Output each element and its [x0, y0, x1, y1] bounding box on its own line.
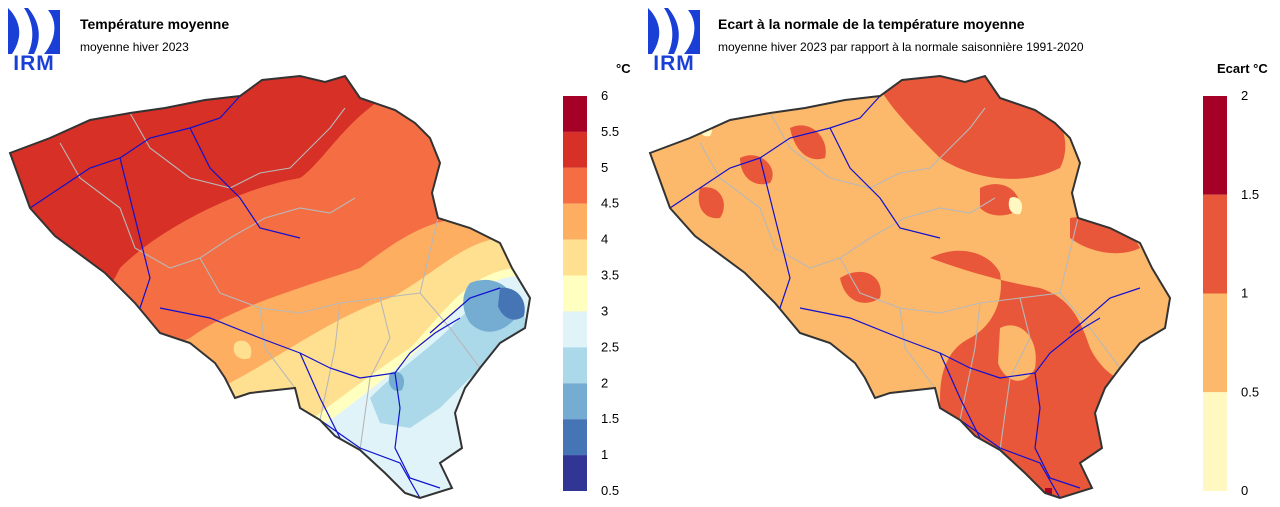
legend-bin — [563, 131, 587, 168]
legend-tick-label: 6 — [601, 88, 608, 103]
legend-bin — [563, 347, 587, 384]
legend-bin — [1203, 194, 1227, 294]
irm-logo-text: IRM — [13, 52, 55, 75]
legend-tick-label: 1 — [1241, 286, 1248, 301]
map-subtitle: moyenne hiver 2023 par rapport à la norm… — [718, 40, 1084, 54]
legend-tick-label: 3.5 — [601, 268, 619, 283]
legend-bin — [563, 275, 587, 312]
map-title: Température moyenne — [80, 16, 230, 32]
legend-tick-label: 4.5 — [601, 196, 619, 211]
legend-tick-label: 2 — [601, 375, 608, 390]
legend-tick-label: 1.5 — [601, 411, 619, 426]
panel-temperature-anomaly: IRM Ecart à la normale de la température… — [640, 0, 1280, 507]
irm-logo: IRM — [6, 6, 62, 74]
map-title: Ecart à la normale de la température moy… — [718, 16, 1025, 32]
legend-bin — [563, 239, 587, 276]
legend-unit: °C — [616, 61, 631, 76]
legend-tick-label: 1.5 — [1241, 187, 1259, 202]
irm-logo-mark-icon — [8, 8, 60, 54]
color-legend: 6 5.5 5 4.5 4 3.5 3 2.5 2 1.5 1 0.5 — [563, 88, 619, 498]
legend-bin — [563, 455, 587, 491]
legend-bin — [563, 96, 587, 132]
belgium-anomaly-map — [649, 75, 1171, 499]
belgium-temperature-map — [9, 75, 531, 499]
legend-tick-label: 5.5 — [601, 124, 619, 139]
irm-logo: IRM — [646, 6, 702, 74]
legend-bin — [1203, 293, 1227, 393]
legend-bin — [1203, 392, 1227, 491]
irm-logo-text: IRM — [653, 52, 695, 75]
legend-tick-label: 0 — [1241, 483, 1248, 498]
legend-bin — [563, 311, 587, 348]
legend-tick-label: 3 — [601, 303, 608, 318]
legend-tick-label: 0.5 — [1241, 384, 1259, 399]
color-legend: 2 1.5 1 0.5 0 — [1203, 88, 1259, 498]
panel-mean-temperature: IRM Température moyenne moyenne hiver 20… — [6, 6, 631, 499]
irm-logo-mark-icon — [648, 8, 700, 54]
legend-tick-label: 2.5 — [601, 339, 619, 354]
legend-unit: Ecart °C — [1217, 61, 1268, 76]
legend-tick-label: 1 — [601, 447, 608, 462]
legend-tick-label: 2 — [1241, 88, 1248, 103]
legend-bin — [563, 167, 587, 204]
legend-bin — [1203, 96, 1227, 195]
legend-bin — [563, 419, 587, 456]
legend-bin — [563, 383, 587, 420]
legend-bin — [563, 203, 587, 240]
legend-tick-label: 0.5 — [601, 483, 619, 498]
legend-tick-label: 4 — [601, 232, 608, 247]
legend-tick-label: 5 — [601, 160, 608, 175]
map-subtitle: moyenne hiver 2023 — [80, 40, 189, 54]
